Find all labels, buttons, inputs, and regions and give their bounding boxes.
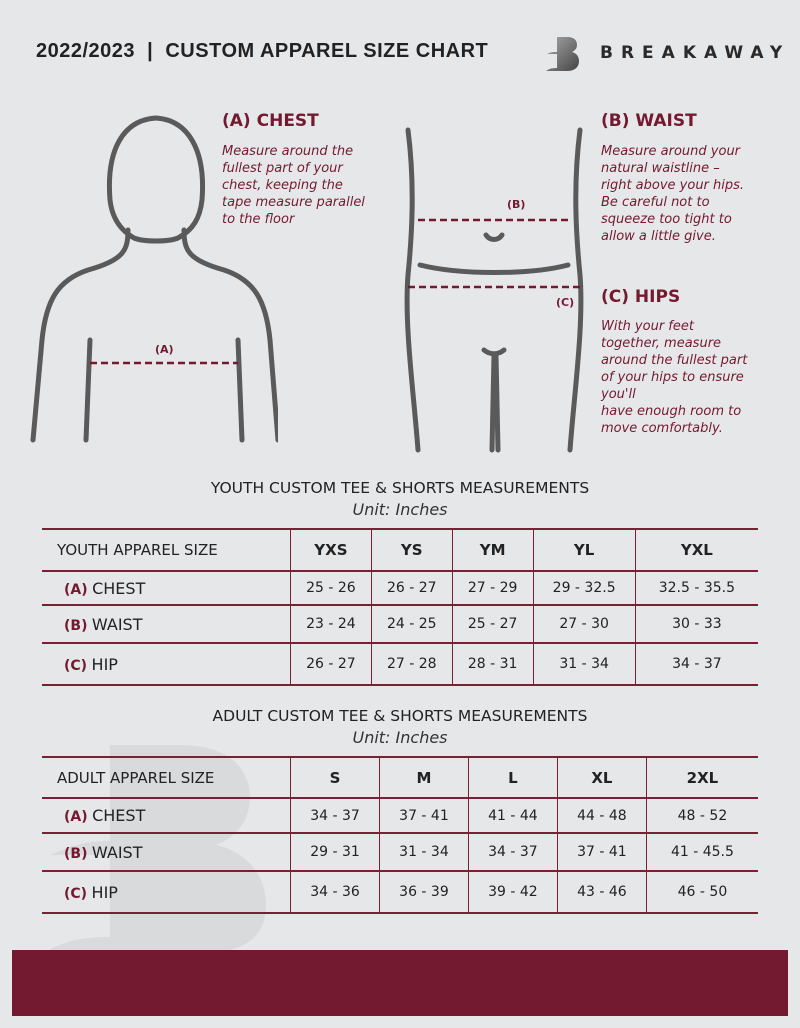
table-cell: 30 - 33 (634, 604, 758, 644)
measurement-label: (C) HIP (42, 870, 291, 914)
measurement-label: (A) CHEST (42, 570, 291, 606)
table-cell: 31 - 34 (532, 642, 636, 686)
measurement-label: (B) WAIST (42, 832, 291, 872)
table-cell: 26 - 27 (290, 642, 372, 686)
measurement-key: (C) (64, 657, 88, 674)
size-header: L (467, 756, 558, 799)
table-cell: 27 - 28 (370, 642, 453, 686)
table-cell: 44 - 48 (556, 797, 647, 834)
table-cell: 39 - 42 (467, 870, 558, 914)
size-header: S (290, 756, 380, 799)
table-cell: 31 - 34 (378, 832, 469, 872)
table-cell: 23 - 24 (290, 604, 372, 644)
table-row: (C) HIP 26 - 27 27 - 28 28 - 31 31 - 34 34 - … (42, 642, 758, 686)
table-cell: 41 - 44 (467, 797, 558, 834)
table-row: (A) CHEST 34 - 37 37 - 41 41 - 44 44 - 48 48 … (42, 797, 758, 834)
brand-logo (546, 37, 579, 71)
table-row: (A) CHEST 25 - 26 26 - 27 27 - 29 29 - 32.5 3… (42, 570, 758, 606)
size-label: ADULT APPAREL SIZE (42, 756, 291, 799)
size-header: YXL (634, 528, 758, 572)
table-cell: 46 - 50 (645, 870, 758, 914)
table-row: (B) WAIST 23 - 24 24 - 25 25 - 27 27 - 30 30 … (42, 604, 758, 644)
measurement-key: (A) (64, 809, 88, 825)
header-row: ADULT APPAREL SIZE S M L XL 2XL (42, 756, 758, 799)
measurement-label: (B) WAIST (42, 604, 291, 644)
youth-unit: Unit: Inches (352, 500, 448, 519)
chest-marker: (A) (155, 343, 174, 356)
measurement-name: HIP (91, 882, 118, 902)
size-header: YS (370, 528, 453, 572)
hips-description: With your feet together, measure around th… (601, 319, 748, 436)
measurement-key: (C) (64, 885, 88, 902)
adult-unit: Unit: Inches (352, 728, 448, 747)
table-cell: 34 - 37 (290, 797, 380, 834)
chest-description: Measure around the fullest part of your ch… (222, 144, 365, 227)
measurement-key: (A) (64, 581, 88, 598)
table-cell: 48 - 52 (645, 797, 758, 834)
upper-body-figure (30, 115, 278, 443)
size-header: XL (556, 756, 647, 799)
table-cell: 24 - 25 (370, 604, 453, 644)
youth-table-title: YOUTH CUSTOM TEE & SHORTS MEASUREMENTS (210, 479, 590, 497)
header-row: YOUTH APPAREL SIZE YXS YS YM YL YXL (42, 528, 758, 572)
table-cell: 27 - 29 (451, 570, 534, 606)
table-cell: 36 - 39 (378, 870, 469, 914)
table-cell: 25 - 27 (451, 604, 534, 644)
table-cell: 37 - 41 (378, 797, 469, 834)
measurement-key: (B) (64, 845, 88, 862)
waist-description: Measure around your natural waistline – ri… (601, 144, 745, 244)
measurement-name: HIP (91, 654, 118, 674)
youth-size-table: YOUTH APPAREL SIZE YXS YS YM YL YXL (A) CHEST 2… (42, 528, 758, 686)
measurement-key: (B) (64, 617, 88, 634)
table-row: (C) HIP 34 - 36 36 - 39 39 - 42 43 - 46 46 - … (42, 870, 758, 914)
hips-marker: (C) (556, 296, 575, 309)
table-cell: 27 - 30 (532, 604, 636, 644)
adult-size-table: ADULT APPAREL SIZE S M L XL 2XL (A) CHEST 34 - … (42, 756, 758, 914)
size-header: 2XL (645, 756, 758, 799)
footer-band (12, 950, 788, 1016)
table-cell: 29 - 31 (290, 832, 380, 872)
measurement-name: WAIST (91, 614, 143, 634)
brand-name: BREAKAWAY (600, 43, 791, 63)
table-cell: 34 - 37 (467, 832, 558, 872)
lower-body-figure (404, 127, 584, 453)
hips-heading: (C) HIPS (601, 287, 681, 307)
size-label: YOUTH APPAREL SIZE (42, 528, 291, 572)
table-cell: 26 - 27 (370, 570, 453, 606)
measurement-name: WAIST (91, 842, 143, 862)
measurement-label: (C) HIP (42, 642, 291, 686)
measurement-name: CHEST (92, 806, 146, 825)
table-cell: 32.5 - 35.5 (634, 570, 758, 606)
waist-marker: (B) (507, 198, 526, 211)
table-cell: 37 - 41 (556, 832, 647, 872)
table-cell: 28 - 31 (451, 642, 534, 686)
size-header: YM (451, 528, 534, 572)
table-cell: 34 - 37 (634, 642, 758, 686)
size-header: YXS (290, 528, 372, 572)
table-cell: 25 - 26 (290, 570, 372, 606)
adult-table-title: ADULT CUSTOM TEE & SHORTS MEASUREMENTS (212, 707, 588, 725)
waist-heading: (B) WAIST (601, 111, 697, 131)
page-title: 2022/2023 | CUSTOM APPAREL SIZE CHART (36, 40, 489, 62)
table-cell: 41 - 45.5 (645, 832, 758, 872)
table-cell: 34 - 36 (290, 870, 380, 914)
table-cell: 43 - 46 (556, 870, 647, 914)
size-header: M (378, 756, 469, 799)
table-row: (B) WAIST 29 - 31 31 - 34 34 - 37 37 - 41 41 … (42, 832, 758, 872)
chest-heading: (A) CHEST (222, 111, 319, 131)
measurement-label: (A) CHEST (42, 797, 291, 834)
size-header: YL (532, 528, 636, 572)
measurement-name: CHEST (92, 578, 146, 598)
table-cell: 29 - 32.5 (532, 570, 636, 606)
